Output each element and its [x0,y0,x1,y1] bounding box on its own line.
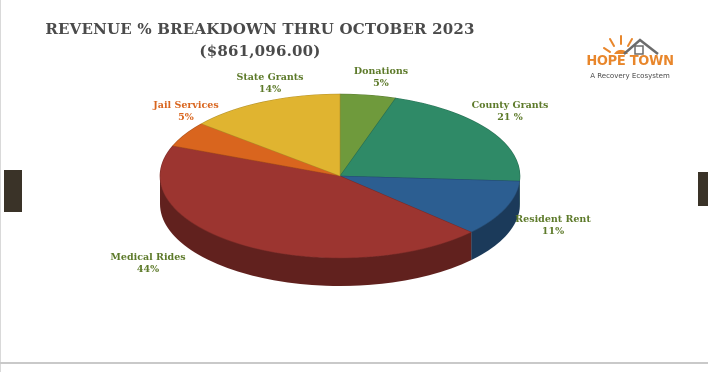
pie-sides [160,176,521,287]
logo-name: HOPE TOWN [586,54,674,69]
value-jail-services: 5% [178,112,194,123]
pie-slice-resident-rent [339,175,520,233]
value-state-grants: 14% [259,84,281,95]
logo-tagline: A Recovery Ecosystem [590,72,670,80]
pie-tops [159,93,521,259]
house-sun-icon [603,35,659,55]
pie-slice-state-grants [200,93,341,177]
label-county-grants: County Grants [472,100,549,111]
label-donations: Donations [354,66,408,77]
pie-side-resident-rent [471,181,520,261]
value-county-grants: 21 % [497,112,523,123]
pie-slice-medical-rides [159,145,472,259]
label-jail-services: Jail Services [152,100,218,111]
value-donations: 5% [373,78,389,89]
value-resident-rent: 11% [542,226,564,237]
pie-side-medical-rides [160,176,472,287]
hope-town-logo: HOPE TOWN A Recovery Ecosystem [580,34,680,94]
chart-subtitle: ($861,096.00) [199,42,321,60]
chart-title: REVENUE % BREAKDOWN THRU OCTOBER 2023 [45,20,475,38]
label-resident-rent: Resident Rent [515,214,591,225]
pie-slice-county-grants [339,97,521,182]
value-medical-rides: 44% [137,264,159,275]
slide-nav-right-handle[interactable] [698,172,708,206]
slide-nav-left-handle[interactable] [4,170,22,212]
bottom-divider [0,362,708,364]
label-medical-rides: Medical Rides [110,252,185,263]
label-state-grants: State Grants [236,72,303,83]
